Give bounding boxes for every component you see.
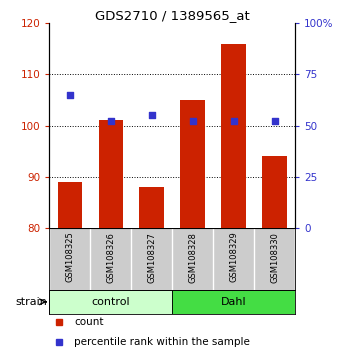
Bar	[58, 182, 82, 228]
Bar	[139, 187, 164, 228]
Text: percentile rank within the sample: percentile rank within the sample	[74, 337, 250, 348]
Text: GSM108330: GSM108330	[270, 232, 279, 282]
Text: GSM108327: GSM108327	[147, 232, 156, 282]
Bar	[180, 100, 205, 228]
Text: GSM108325: GSM108325	[65, 232, 74, 282]
Text: GSM108329: GSM108329	[229, 232, 238, 282]
Point	[190, 119, 195, 124]
Text: control: control	[91, 297, 130, 307]
Bar	[262, 156, 287, 228]
Bar	[49, 290, 172, 314]
Point	[231, 119, 236, 124]
Text: GSM108326: GSM108326	[106, 232, 115, 282]
Bar	[99, 120, 123, 228]
Point	[108, 119, 114, 124]
Text: Dahl: Dahl	[221, 297, 247, 307]
Point	[67, 92, 73, 98]
Point	[149, 113, 154, 118]
Bar	[172, 290, 295, 314]
Text: strain: strain	[15, 297, 47, 307]
Bar	[221, 44, 246, 228]
Text: GSM108328: GSM108328	[188, 232, 197, 282]
Title: GDS2710 / 1389565_at: GDS2710 / 1389565_at	[95, 9, 250, 22]
Text: count: count	[74, 317, 104, 327]
Point	[272, 119, 277, 124]
